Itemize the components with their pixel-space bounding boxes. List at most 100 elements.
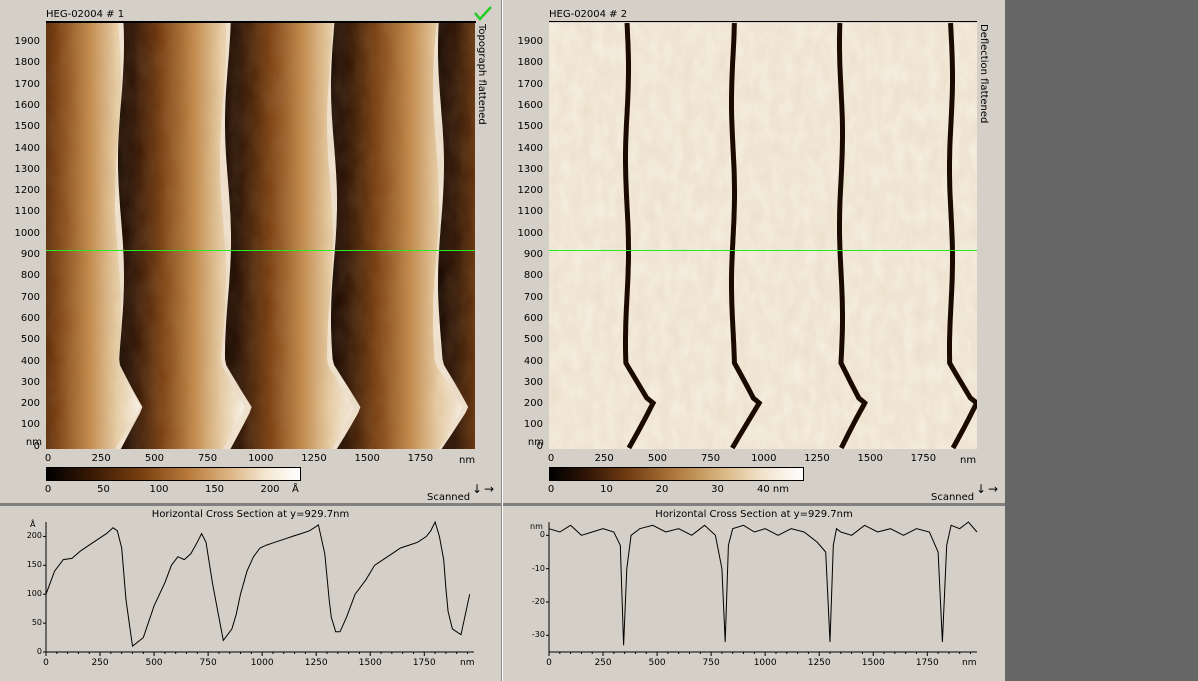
y-unit-label: Å — [30, 520, 36, 529]
y-tick-label: 1000 — [517, 227, 543, 239]
vertical-divider[interactable] — [501, 0, 502, 681]
scanned-label: Scanned — [931, 492, 975, 503]
colorbar-tick-label: 50 — [97, 484, 110, 495]
y-tick-label: 1600 — [517, 99, 543, 111]
x-tick-label: 0 — [546, 658, 552, 668]
x-tick-label: 1000 — [753, 658, 777, 668]
y-tick-label: 1500 — [14, 121, 40, 133]
deflection-edge-line — [947, 23, 977, 449]
x-tick-label: 1750 — [910, 453, 937, 464]
y-tick-label: -30 — [531, 630, 545, 640]
cross-section-title: Horizontal Cross Section at y=929.7nm — [655, 509, 853, 520]
y-tick-label: 500 — [523, 334, 543, 346]
arrow-right-icon: → — [484, 482, 495, 496]
cross-section-chart[interactable] — [546, 521, 979, 656]
y-tick-label: 50 — [31, 618, 42, 628]
x-tick-label: 750 — [701, 453, 721, 464]
y-tick-label: 600 — [523, 312, 543, 324]
empty-side-region — [1005, 0, 1198, 681]
scanned-indicator[interactable]: Scanned ↓ → — [931, 483, 998, 504]
y-tick-label: 700 — [523, 291, 543, 303]
x-tick-label: 250 — [594, 658, 612, 668]
deflection-image[interactable] — [549, 23, 977, 449]
x-tick-label: 0 — [547, 453, 555, 464]
colorbar-unit: Å — [292, 484, 299, 495]
y-tick-label: 1200 — [14, 185, 40, 197]
y-tick-label: 900 — [523, 249, 543, 260]
y-tick-label: 100 — [523, 419, 543, 431]
y-tick-label: 1900 — [517, 36, 543, 47]
x-tick-label: 750 — [198, 453, 218, 464]
x-tick-label: 1750 — [915, 658, 939, 668]
colorbar — [46, 467, 301, 481]
side-label: Topograph flattened — [476, 24, 487, 125]
x-tick-label: 1250 — [304, 658, 328, 668]
x-tick-label: 0 — [44, 453, 52, 464]
y-tick-label: 1700 — [14, 78, 40, 90]
cross-section-profile-line — [548, 521, 978, 646]
y-tick-label: 900 — [20, 249, 40, 260]
colorbar-tick-label: 40 nm — [757, 484, 789, 495]
x-tick-label: 1000 — [751, 453, 777, 464]
arrow-right-icon: → — [988, 482, 999, 496]
deflection-edge-line — [837, 23, 868, 449]
chart-axis — [548, 522, 977, 653]
y-tick-label: 0 — [33, 440, 40, 452]
topograph-image[interactable] — [46, 23, 475, 449]
x-unit-label: nm — [460, 658, 475, 668]
arrow-down-icon: ↓ — [472, 482, 483, 496]
y-tick-label: -10 — [531, 563, 545, 573]
x-tick-label: 500 — [647, 453, 667, 464]
x-tick-label: 1000 — [248, 453, 274, 464]
y-tick-label: -20 — [531, 597, 545, 606]
x-tick-label: 1500 — [861, 658, 885, 668]
title-underline — [549, 21, 977, 22]
y-tick-label: 1200 — [517, 185, 543, 197]
cross-section-profile-line — [45, 520, 471, 648]
colorbar — [549, 467, 804, 481]
checkmark-icon[interactable] — [473, 5, 493, 21]
y-tick-label: 200 — [20, 398, 40, 410]
y-tick-label: 300 — [523, 376, 543, 388]
y-unit-label: nm — [527, 437, 544, 448]
y-tick-label: 1600 — [14, 99, 40, 111]
y-tick-label: 0 — [539, 530, 545, 540]
x-tick-label: 250 — [91, 453, 111, 464]
x-tick-label: 250 — [91, 658, 109, 668]
y-tick-label: 1700 — [517, 78, 543, 90]
y-tick-label: 1500 — [517, 121, 543, 133]
y-tick-label: 0 — [36, 647, 42, 656]
y-tick-label: 1300 — [14, 163, 40, 175]
x-tick-label: 750 — [199, 658, 217, 668]
arrow-down-icon: ↓ — [976, 482, 987, 496]
colorbar-tick-label: 0 — [547, 484, 555, 495]
y-tick-label: 600 — [20, 312, 40, 324]
y-unit-label: nm — [25, 437, 42, 448]
y-tick-label: 1400 — [14, 142, 40, 154]
x-tick-label: 500 — [144, 453, 164, 464]
y-tick-label: 300 — [20, 376, 40, 388]
x-tick-label: 250 — [594, 453, 614, 464]
y-tick-label: 1300 — [517, 163, 543, 175]
y-tick-label: 400 — [20, 355, 40, 367]
colorbar-tick-label: 100 — [149, 484, 169, 495]
cross-section-title: Horizontal Cross Section at y=929.7nm — [151, 509, 350, 520]
cross-section-line[interactable] — [549, 250, 977, 251]
y-tick-label: 800 — [523, 270, 543, 282]
cross-section-chart[interactable] — [43, 520, 476, 656]
colorbar-tick-label: 0 — [44, 484, 52, 495]
deflection-edge-line — [623, 23, 657, 449]
title-underline — [46, 21, 476, 23]
x-tick-label: 1500 — [354, 453, 380, 464]
y-tick-label: 200 — [523, 398, 543, 410]
x-tick-label: 1000 — [250, 658, 274, 668]
scanned-label: Scanned — [427, 492, 471, 503]
x-tick-label: 1250 — [301, 453, 327, 464]
colorbar-tick-label: 30 — [711, 484, 724, 495]
x-unit-label: nm — [960, 455, 977, 466]
x-tick-label: 1250 — [807, 658, 831, 668]
x-tick-label: 1500 — [358, 658, 382, 668]
y-tick-label: 400 — [523, 355, 543, 367]
cross-section-line[interactable] — [46, 250, 475, 251]
scanned-indicator[interactable]: Scanned ↓ → — [427, 483, 494, 504]
